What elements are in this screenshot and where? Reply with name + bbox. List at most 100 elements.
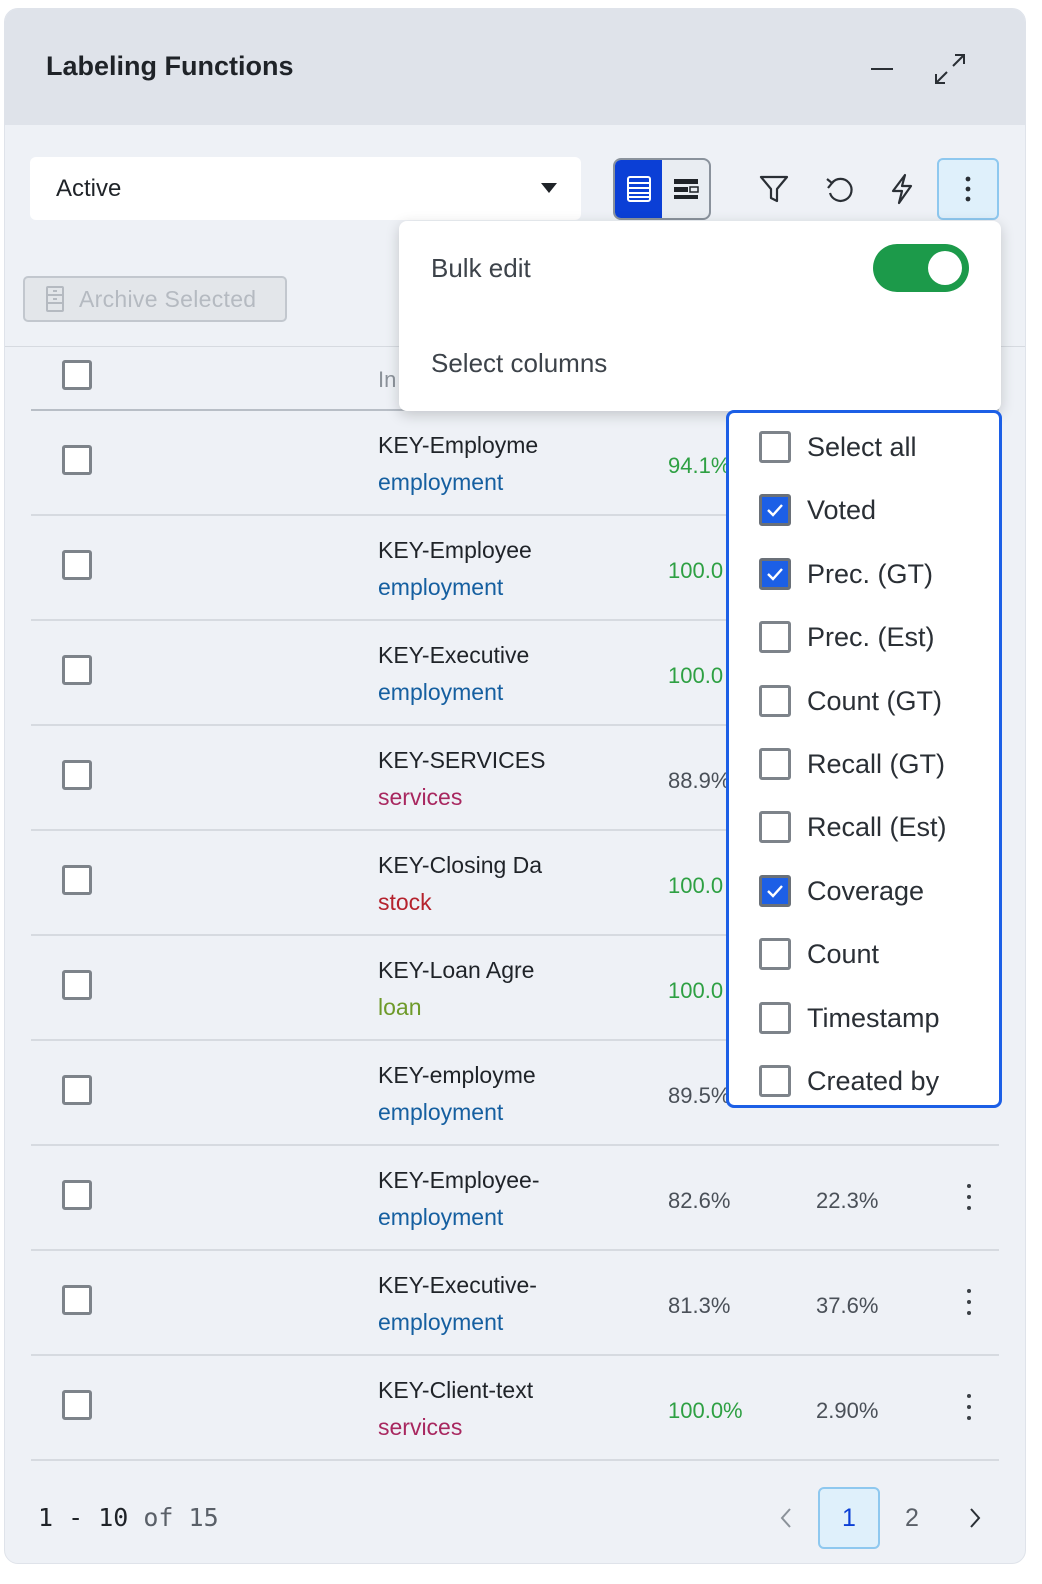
table-row[interactable]: KEY-Employee-employment 82.6% 22.3%	[31, 1146, 999, 1251]
table-row[interactable]: KEY-employme employment 89.5%	[31, 1041, 999, 1146]
table-row[interactable]: KEY-Executive-employment 81.3% 37.6%	[31, 1251, 999, 1356]
column-option[interactable]: Timestamp	[759, 1001, 940, 1035]
column-option-label: Created by	[807, 1065, 940, 1096]
refresh-icon	[826, 177, 853, 202]
row-label: employment	[378, 1204, 504, 1230]
column-option[interactable]: Recall (GT)	[759, 747, 945, 781]
pagination-total: 15	[188, 1503, 219, 1532]
column-option[interactable]: Count (GT)	[759, 684, 942, 718]
status-select[interactable]: Active	[30, 157, 581, 220]
column-checkbox[interactable]	[759, 431, 791, 463]
check-icon	[767, 885, 783, 898]
column-option[interactable]: Voted	[759, 493, 876, 527]
select-all-rows-checkbox[interactable]	[62, 360, 92, 390]
table-row[interactable]: KEY-Employme employment 94.1%	[31, 411, 999, 516]
column-checkbox[interactable]	[759, 494, 791, 526]
table-row[interactable]: KEY-Closing Da stock 100.0	[31, 831, 999, 936]
row-more-icon[interactable]	[957, 1180, 981, 1214]
pagination-range: 1 - 10	[38, 1503, 129, 1532]
column-option-label: Prec. (Est)	[807, 621, 935, 652]
table-row[interactable]: KEY-Employee employment 100.0	[31, 516, 999, 621]
row-coverage: 2.90%	[816, 1398, 879, 1423]
row-name: KEY-Employme	[378, 432, 539, 458]
column-option-label: Count	[807, 938, 880, 969]
panel-title: Labeling Functions	[46, 51, 294, 81]
lightning-icon	[891, 173, 913, 205]
more-options-button[interactable]	[937, 158, 999, 220]
column-checkbox[interactable]	[759, 748, 791, 780]
row-checkbox[interactable]	[62, 865, 92, 895]
column-checkbox[interactable]	[759, 875, 791, 907]
check-icon	[767, 504, 783, 517]
minimize-button[interactable]	[862, 49, 902, 89]
row-label: employment	[378, 1099, 504, 1125]
row-name: KEY-Executive	[378, 642, 530, 668]
column-checkbox[interactable]	[759, 1002, 791, 1034]
column-option-label: Coverage	[807, 875, 925, 906]
row-checkbox[interactable]	[62, 1075, 92, 1105]
column-option[interactable]: Prec. (Est)	[759, 620, 935, 654]
chevron-right-icon	[970, 1508, 981, 1528]
select-columns-item[interactable]: Select columns	[431, 348, 608, 378]
column-checkbox[interactable]	[759, 621, 791, 653]
column-option-label: Count (GT)	[807, 685, 943, 716]
table-row[interactable]: KEY-Loan Agre loan 100.0	[31, 936, 999, 1041]
page-1-button[interactable]: 1	[818, 1487, 880, 1549]
row-coverage: 22.3%	[816, 1188, 879, 1213]
column-checkbox[interactable]	[759, 685, 791, 717]
row-label: employment	[378, 679, 504, 705]
pagination-count: 1 - 10 of 15	[38, 1503, 219, 1532]
row-coverage: 37.6%	[816, 1293, 879, 1318]
pagination: 1 - 10 of 15 1 2	[5, 1469, 1025, 1563]
row-checkbox[interactable]	[62, 1180, 92, 1210]
table-row[interactable]: KEY-Executive employment 100.0	[31, 621, 999, 726]
column-option-label: Voted	[807, 494, 877, 525]
column-option[interactable]: Select all	[759, 430, 917, 464]
row-more-icon[interactable]	[957, 1285, 981, 1319]
row-precision: 81.3%	[668, 1293, 731, 1318]
expand-button[interactable]	[930, 49, 970, 89]
row-precision: 88.9%	[668, 768, 731, 793]
table-row[interactable]: KEY-SERVICES services 88.9%	[31, 726, 999, 831]
row-checkbox[interactable]	[62, 1390, 92, 1420]
column-checkbox[interactable]	[759, 558, 791, 590]
column-option-label: Timestamp	[807, 1002, 940, 1033]
column-option[interactable]: Prec. (GT)	[759, 557, 933, 591]
caret-down-icon	[541, 183, 557, 193]
column-checkbox[interactable]	[759, 938, 791, 970]
row-precision: 100.0	[668, 663, 724, 688]
detail-view-button[interactable]	[662, 160, 709, 218]
column-option[interactable]: Recall (Est)	[759, 810, 947, 844]
row-checkbox[interactable]	[62, 1285, 92, 1315]
column-option[interactable]: Count	[759, 937, 879, 971]
row-checkbox[interactable]	[62, 445, 92, 475]
bulk-edit-item[interactable]: Bulk edit	[431, 253, 531, 283]
panel-header: Labeling Functions	[5, 9, 1025, 125]
row-checkbox[interactable]	[62, 760, 92, 790]
row-more-icon[interactable]	[957, 1390, 981, 1424]
row-label: loan	[378, 994, 422, 1020]
row-checkbox[interactable]	[62, 970, 92, 1000]
more-vertical-icon	[965, 176, 971, 202]
lightning-button[interactable]	[871, 158, 933, 220]
column-checkbox[interactable]	[759, 811, 791, 843]
column-checkbox[interactable]	[759, 1065, 791, 1097]
table-row[interactable]: KEY-Client-text services 100.0% 2.90%	[31, 1356, 999, 1461]
page-2-button[interactable]: 2	[905, 1503, 919, 1532]
prev-page-button[interactable]	[755, 1487, 817, 1549]
refresh-button[interactable]	[809, 158, 871, 220]
bulk-edit-toggle[interactable]	[873, 244, 969, 292]
row-name: KEY-Client-text	[378, 1377, 534, 1403]
row-checkbox[interactable]	[62, 550, 92, 580]
row-name: KEY-Employee-	[378, 1167, 540, 1193]
column-header-name[interactable]: In	[378, 367, 397, 392]
next-page-button[interactable]	[944, 1487, 1006, 1549]
column-option[interactable]: Coverage	[759, 874, 924, 908]
row-name: KEY-Closing Da	[378, 852, 543, 878]
filter-button[interactable]	[743, 158, 805, 220]
row-checkbox[interactable]	[62, 655, 92, 685]
row-name: KEY-employme	[378, 1062, 536, 1088]
column-option[interactable]: Created by	[759, 1064, 939, 1098]
archive-selected-button[interactable]: Archive Selected	[23, 276, 287, 322]
table-view-button[interactable]	[615, 160, 662, 218]
